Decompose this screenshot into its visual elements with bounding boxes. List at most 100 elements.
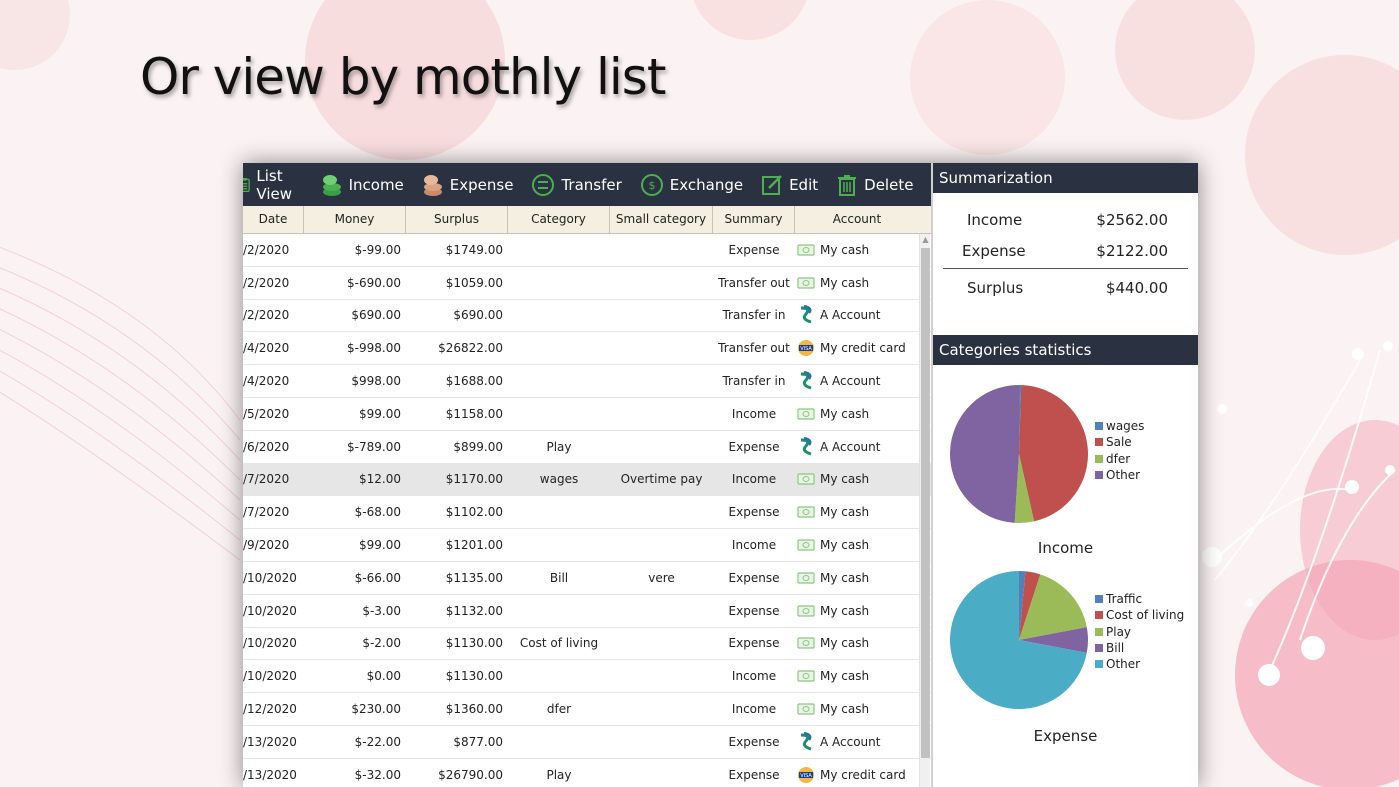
column-header-account[interactable]: Account — [832, 212, 882, 226]
expense-button[interactable]: Expense — [422, 163, 532, 206]
credit-card-icon: VISA — [797, 766, 815, 784]
expense-coins-icon — [423, 174, 442, 196]
scroll-thumb[interactable] — [921, 248, 930, 758]
surplus-cell: $26822.00 — [438, 341, 503, 356]
category-cell — [508, 595, 610, 627]
table-row[interactable]: /10/2020 $-2.00 $1130.00 Cost of living Expe… — [243, 628, 931, 661]
legend-item: Other — [1095, 467, 1144, 483]
delete-icon — [838, 174, 857, 196]
table-row[interactable]: /9/2020 $99.00 $1201.00 Income My cash — [243, 529, 931, 562]
category-cell — [508, 398, 610, 430]
account-name: My cash — [820, 636, 870, 651]
summary-surplus-label: Surplus — [967, 278, 1024, 297]
column-header-category[interactable]: Category — [508, 206, 610, 233]
surplus-cell: $1749.00 — [445, 242, 503, 257]
table-row[interactable]: /10/2020 $0.00 $1130.00 Income My cash — [243, 660, 931, 694]
legend-label: dfer — [1106, 451, 1131, 466]
pie-slice-wages — [1019, 385, 1022, 454]
legend-label: Other — [1106, 468, 1141, 483]
money-cell: $12.00 — [359, 472, 401, 487]
table-row[interactable]: /2/2020 $690.00 $690.00 Transfer in A Accoun… — [243, 300, 931, 333]
account-cell: My cash — [795, 660, 919, 692]
account-name: My credit card — [820, 341, 906, 356]
legend-label: Cost of living — [1106, 608, 1185, 623]
income-button[interactable]: Income — [317, 163, 422, 206]
small-category-cell — [610, 595, 713, 627]
table-row[interactable]: /10/2020 $-66.00 $1135.00 Bill vere Expense My… — [243, 562, 931, 595]
legend-label: Traffic — [1106, 592, 1143, 607]
table-body: /2/2020 $-99.00 $1749.00 Expense My cash/2/2… — [243, 234, 931, 787]
account-name: A Account — [820, 308, 881, 323]
table-scrollbar[interactable]: ▲ — [919, 234, 930, 787]
table-row[interactable]: /7/2020 $-68.00 $1102.00 Expense My cash — [243, 496, 931, 530]
exchange-button[interactable]: $ Exchange — [640, 163, 761, 206]
transfer-button[interactable]: Transfer — [531, 163, 639, 206]
svg-text:$: $ — [648, 179, 655, 192]
category-cell: Cost of living — [519, 636, 599, 651]
table-row[interactable]: /10/2020 $-3.00 $1132.00 Expense My cash — [243, 595, 931, 628]
table-row[interactable]: /7/2020 $12.00 $1170.00 wages Overtime pay In… — [243, 463, 931, 497]
legend-item: Sale — [1095, 434, 1144, 450]
money-cell: $-99.00 — [354, 242, 401, 257]
table-row[interactable]: /2/2020 $-690.00 $1059.00 Transfer out My ca… — [243, 267, 931, 300]
cash-icon — [797, 667, 815, 685]
cash-icon — [797, 470, 815, 488]
column-header-surplus[interactable]: Surplus — [406, 206, 508, 233]
expense-pie-title: Expense — [1033, 727, 1098, 745]
small-category-cell — [610, 300, 713, 332]
legend-label: Bill — [1106, 641, 1125, 656]
legend-swatch — [1095, 422, 1103, 431]
pie-slice-play — [1019, 574, 1087, 640]
summary-expense-value: $2122.00 — [1096, 241, 1168, 260]
edit-button[interactable]: Edit — [761, 163, 836, 206]
expense-pie-chart: Traffic Cost of living Play Bill Other Expen… — [933, 563, 1198, 753]
legend-swatch — [1095, 454, 1103, 463]
account-name: My cash — [820, 669, 870, 684]
pie-slice-other — [949, 385, 1019, 523]
table-row[interactable]: /4/2020 $998.00 $1688.00 Transfer in A Accou… — [243, 365, 931, 398]
money-cell: $-998.00 — [347, 341, 401, 356]
table-row[interactable]: /6/2020 $-789.00 $899.00 Play Expense A Accou… — [243, 431, 931, 464]
income-legend: wages Sale dfer Other — [1095, 418, 1144, 483]
income-pie-chart: wages Sale dfer Other Income — [933, 375, 1198, 565]
small-category-cell — [610, 398, 713, 430]
table-row[interactable]: /13/2020 $-22.00 $877.00 Expense A Account — [243, 726, 931, 759]
date-cell: /7/2020 — [243, 505, 290, 520]
summary-cell: Expense — [728, 603, 780, 618]
account-cell: My cash — [795, 496, 919, 528]
summary-cell: Expense — [728, 767, 780, 782]
legend-swatch — [1095, 660, 1103, 669]
category-cell — [508, 726, 610, 758]
table-row[interactable]: /2/2020 $-99.00 $1749.00 Expense My cash — [243, 234, 931, 267]
column-header-money[interactable]: Money — [304, 206, 406, 233]
account-cell: A Account — [795, 365, 919, 397]
table-row[interactable]: /5/2020 $99.00 $1158.00 Income My cash — [243, 398, 931, 431]
account-cell: My cash — [795, 267, 919, 299]
table-row[interactable]: /12/2020 $230.00 $1360.00 dfer Income My cash — [243, 693, 931, 726]
small-category-cell — [610, 529, 713, 561]
cash-icon — [797, 241, 815, 259]
money-cell: $-690.00 — [347, 275, 401, 290]
legend-item: wages — [1095, 418, 1144, 434]
column-header-small-category[interactable]: Small category — [610, 206, 713, 233]
account-cell: My cash — [795, 464, 919, 496]
account-cell: VISA My credit card — [795, 332, 919, 364]
date-cell: /4/2020 — [243, 374, 290, 389]
delete-button[interactable]: Delete — [836, 163, 931, 206]
column-header-date[interactable]: Date — [243, 206, 304, 233]
category-cell — [508, 234, 610, 266]
summary-income-value: $2562.00 — [1096, 210, 1168, 229]
scroll-up-icon[interactable]: ▲ — [922, 235, 929, 244]
money-cell: $230.00 — [351, 702, 401, 717]
date-cell: /12/2020 — [243, 702, 297, 717]
date-cell: /6/2020 — [243, 439, 290, 454]
surplus-cell: $690.00 — [453, 308, 503, 323]
table-row[interactable]: /13/2020 $-32.00 $26790.00 Play Expense VISA M… — [243, 759, 931, 787]
column-header-summary[interactable]: Summary — [713, 206, 795, 233]
list-view-button[interactable]: List View — [243, 163, 317, 206]
app-window: List View Income Expense Transfer $ Exch… — [243, 163, 1198, 787]
legend-item: Cost of living — [1095, 607, 1184, 623]
account-name: A Account — [820, 439, 881, 454]
table-row[interactable]: /4/2020 $-998.00 $26822.00 Transfer out VISA… — [243, 332, 931, 366]
cash-icon — [797, 569, 815, 587]
